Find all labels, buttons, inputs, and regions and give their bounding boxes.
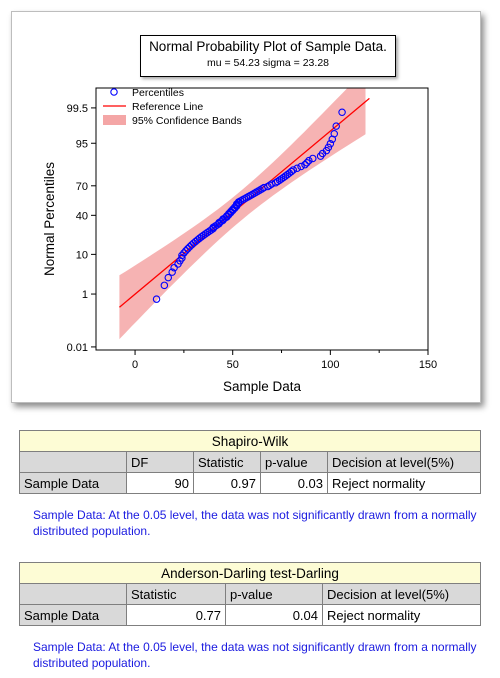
column-header-p-value: p-value [260,451,328,473]
anderson-darling-table: Anderson-Darling test-Darling Statistic … [19,562,481,626]
data-point [205,227,214,235]
data-point [271,179,280,187]
probability-plot: 0 50 100 150 0.01 1 10 40 70 95 99.5 Sample Data Nor… [42,87,437,394]
data-point [301,160,309,169]
plot-frame [95,87,429,351]
statistic-value: 0.97 [193,472,261,494]
data-point [293,164,301,173]
decision-value: Reject normality [322,604,481,626]
data-point [184,244,192,253]
chart-title: Normal Probability Plot of Sample Data. [149,39,387,54]
df-value: 90 [126,472,194,494]
y-tick-label: 40 [76,210,88,222]
chart-subtitle: mu = 54.23 sigma = 23.28 [207,57,329,69]
chart-title-box: Normal Probability Plot of Sample Data. … [140,35,396,77]
legend-marker-confidence-bands [103,115,126,125]
data-point [178,251,186,260]
x-tick-label: 150 [419,359,437,371]
data-point [338,108,346,117]
data-point [170,263,178,272]
shapiro-wilk-table: Shapiro-Wilk DF Statistic p-value Decisi… [19,430,481,494]
legend-label: 95% Confidence Bands [132,115,242,127]
data-point [264,182,272,191]
column-header-statistic: Statistic [193,451,261,473]
plot-panel: 0 50 100 150 0.01 1 10 40 70 95 99.5 Sample Data Nor… [11,11,481,403]
p-value-value: 0.04 [225,604,323,626]
decision-value: Reject normality [327,472,481,494]
data-point [326,139,335,148]
column-header-df: DF [126,451,194,473]
table-title: Shapiro-Wilk [19,430,481,452]
y-axis-title: Normal Percentiles [42,162,57,276]
data-point [305,156,313,165]
data-point [160,281,169,290]
y-tick-label: 1 [82,289,88,301]
data-point [178,254,186,262]
confidence-band [119,88,366,340]
column-header-p-value: p-value [225,583,323,605]
column-header-decision: Decision at level(5%) [327,451,481,473]
x-tick-label: 100 [321,359,339,371]
legend-label: Reference Line [132,101,203,113]
table-corner-cell [19,583,127,605]
row-label: Sample Data [19,604,127,626]
x-tick-label: 50 [227,359,239,371]
data-point [168,268,176,276]
column-header-decision: Decision at level(5%) [322,583,481,605]
y-tick-label: 0.01 [67,342,88,354]
data-point [330,130,339,138]
table-title: Anderson-Darling test-Darling [19,562,481,584]
data-point [289,166,297,174]
anderson-darling-note: Sample Data: At the 0.05 level, the data… [33,640,477,670]
y-tick-label: 95 [76,138,88,150]
x-tick-label: 0 [132,359,138,371]
y-tick-label: 10 [76,249,88,261]
data-point [152,295,161,303]
data-point [164,273,173,282]
row-label: Sample Data [19,472,127,494]
y-tick-label: 99.5 [67,103,88,115]
column-header-statistic: Statistic [126,583,226,605]
table-corner-cell [19,451,127,473]
data-point [332,122,340,130]
data-point [182,247,190,255]
legend-label: Percentiles [132,87,184,99]
data-point [180,249,188,257]
data-point [309,154,317,163]
x-axis-title: Sample Data [223,379,302,394]
y-tick-label: 70 [76,181,88,193]
data-point [209,223,217,232]
shapiro-wilk-note: Sample Data: At the 0.05 level, the data… [33,508,477,538]
data-point [287,167,296,176]
data-point [324,143,333,152]
legend-marker-percentiles [110,88,118,96]
statistic-value: 0.77 [126,604,226,626]
data-point [297,162,305,171]
p-value-value: 0.03 [260,472,328,494]
data-point [303,158,311,167]
